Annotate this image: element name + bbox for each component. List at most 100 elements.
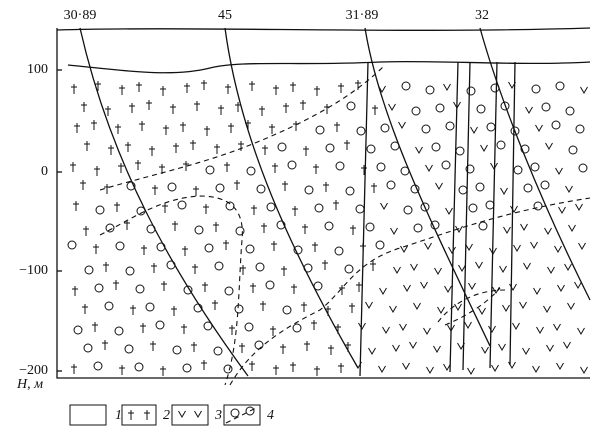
cross-symbol bbox=[125, 142, 131, 152]
circle-symbol bbox=[216, 184, 224, 192]
cross-symbol bbox=[173, 143, 179, 153]
circle-symbol bbox=[442, 161, 450, 169]
cross-symbol bbox=[350, 225, 356, 235]
circle-symbol bbox=[231, 409, 239, 417]
v-symbol bbox=[393, 345, 400, 351]
cross-symbol bbox=[80, 180, 86, 190]
circle-symbol bbox=[215, 262, 223, 270]
legend-label: 4 bbox=[267, 408, 274, 423]
v-symbol bbox=[469, 283, 476, 289]
circle-symbol bbox=[456, 147, 464, 155]
circle-symbol bbox=[469, 204, 477, 212]
cross-symbol bbox=[105, 106, 111, 116]
cross-symbol bbox=[281, 266, 287, 276]
cross-symbol bbox=[312, 242, 318, 252]
circle-symbol bbox=[542, 103, 550, 111]
circle-symbol bbox=[414, 224, 422, 232]
cross-symbol bbox=[129, 103, 135, 113]
circle-symbol bbox=[381, 124, 389, 132]
well-label: 30·89 bbox=[64, 8, 97, 23]
v-symbol bbox=[446, 208, 453, 214]
cross-symbol bbox=[304, 341, 310, 351]
v-symbol bbox=[425, 243, 432, 249]
cross-symbol bbox=[291, 284, 297, 294]
v-symbol bbox=[544, 306, 551, 312]
cross-symbol bbox=[218, 105, 224, 115]
cross-symbol bbox=[113, 280, 119, 290]
v-symbol bbox=[434, 346, 441, 352]
v-symbol bbox=[556, 168, 563, 174]
circle-symbol bbox=[125, 345, 133, 353]
cross-symbol bbox=[360, 243, 366, 253]
cross-symbol bbox=[282, 181, 288, 191]
cross-symbol bbox=[223, 240, 229, 250]
cross-symbol bbox=[356, 282, 362, 292]
cross-symbol bbox=[272, 163, 278, 173]
fault bbox=[463, 62, 470, 370]
v-symbol bbox=[566, 186, 573, 192]
circle-symbol bbox=[178, 201, 186, 209]
cross-symbol bbox=[338, 83, 344, 93]
v-symbol bbox=[445, 286, 452, 292]
circle-symbol bbox=[404, 206, 412, 214]
well-labels: 30·89 45 31·89 32 bbox=[64, 8, 489, 23]
v-symbol bbox=[546, 143, 553, 149]
cross-symbol bbox=[144, 410, 150, 420]
cross-symbol bbox=[146, 100, 152, 110]
cross-symbol bbox=[115, 124, 121, 134]
circle-symbol bbox=[255, 341, 263, 349]
circle-symbol bbox=[136, 285, 144, 293]
cross-symbol bbox=[102, 340, 108, 350]
v-symbol bbox=[369, 348, 376, 354]
cross-symbol bbox=[181, 324, 187, 334]
circle-symbol bbox=[116, 242, 124, 250]
cross-symbol bbox=[160, 86, 166, 96]
circle-symbol bbox=[531, 163, 539, 171]
circle-symbol bbox=[487, 123, 495, 131]
v-symbol bbox=[492, 365, 499, 371]
cross-symbol bbox=[170, 104, 176, 114]
v-symbol bbox=[404, 285, 411, 291]
cross-symbol bbox=[293, 121, 299, 131]
cross-symbol bbox=[249, 81, 255, 91]
circle-symbol bbox=[206, 166, 214, 174]
circle-symbol bbox=[401, 167, 409, 175]
circle-symbol bbox=[436, 104, 444, 112]
circle-symbol bbox=[316, 126, 324, 134]
circle-symbol bbox=[345, 265, 353, 273]
cross-symbol bbox=[249, 361, 255, 371]
cross-symbol bbox=[172, 221, 178, 231]
v-symbol bbox=[547, 345, 554, 351]
circle-symbol bbox=[106, 224, 114, 232]
v-symbol bbox=[509, 362, 516, 368]
cross-symbol bbox=[150, 341, 156, 351]
cross-symbol bbox=[161, 281, 167, 291]
v-symbol bbox=[459, 265, 466, 271]
circle-symbol bbox=[524, 184, 532, 192]
cross-symbol bbox=[108, 145, 114, 155]
v-symbol bbox=[559, 207, 566, 213]
v-symbol bbox=[403, 363, 410, 369]
circle-symbol bbox=[569, 146, 577, 154]
v-symbol bbox=[489, 326, 496, 332]
circle-symbol bbox=[411, 185, 419, 193]
v-symbol bbox=[520, 302, 527, 308]
cross-symbol bbox=[163, 125, 169, 135]
well-label: 45 bbox=[218, 8, 232, 23]
v-symbol bbox=[564, 342, 571, 348]
v-symbol bbox=[548, 267, 555, 273]
v-symbol bbox=[558, 285, 565, 291]
cross-symbol bbox=[283, 103, 289, 113]
cross-symbol bbox=[355, 80, 361, 90]
circle-symbol bbox=[115, 327, 123, 335]
circle-symbol bbox=[168, 183, 176, 191]
circle-symbol bbox=[126, 267, 134, 275]
y-axis: 100 0 −100 −200 H, м bbox=[16, 62, 62, 392]
circle-symbol bbox=[85, 266, 93, 274]
v-symbol bbox=[533, 366, 540, 372]
cross-symbol bbox=[261, 223, 267, 233]
cross-symbol bbox=[372, 105, 378, 115]
cross-symbol bbox=[338, 363, 344, 373]
cross-symbol bbox=[118, 163, 124, 173]
tick-label: −200 bbox=[19, 363, 48, 378]
